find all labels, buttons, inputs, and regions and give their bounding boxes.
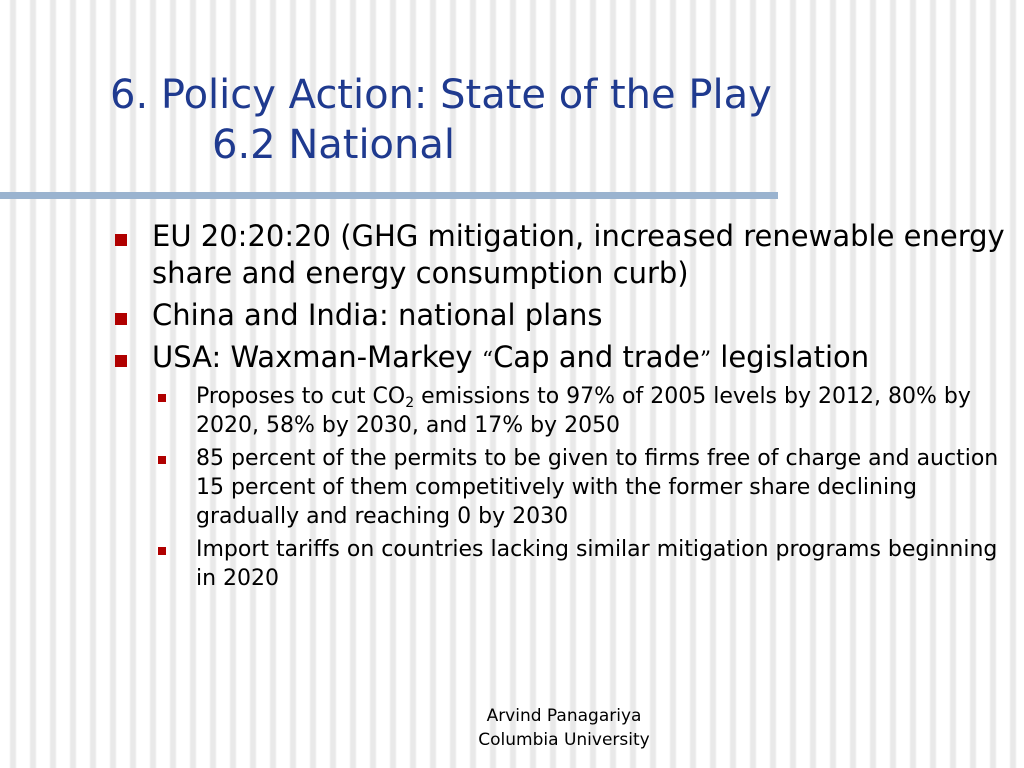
- sub-bullet-text: Import tariffs on countries lacking simi…: [196, 537, 998, 591]
- close-quote: ”: [699, 348, 712, 373]
- bullet-text-after: legislation: [711, 340, 870, 374]
- bullet-text-before: USA: Waxman-Markey: [152, 340, 482, 374]
- title-divider: [0, 192, 778, 199]
- slide-body: EU 20:20:20 (GHG mitigation, increased r…: [110, 218, 1010, 598]
- slide-footer: Arvind Panagariya Columbia University: [444, 704, 684, 752]
- sub-bullet-text-before: Proposes to cut CO: [196, 384, 406, 409]
- square-bullet-icon: [115, 313, 127, 325]
- subscript-2: 2: [405, 395, 415, 411]
- small-square-bullet-icon: [158, 394, 166, 402]
- bullet-eu: EU 20:20:20 (GHG mitigation, increased r…: [110, 218, 1010, 292]
- bullet-text: China and India: national plans: [152, 298, 603, 332]
- small-square-bullet-icon: [158, 456, 166, 464]
- bullet-china-india: China and India: national plans: [110, 297, 1010, 334]
- title-line-2: 6.2 National: [212, 122, 456, 168]
- bullet-usa: USA: Waxman-Markey “Cap and trade” legis…: [110, 339, 1010, 593]
- sub-bullet-text: 85 percent of the permits to be given to…: [196, 446, 999, 529]
- quoted-term: Cap and trade: [493, 340, 700, 374]
- square-bullet-icon: [115, 234, 127, 246]
- sub-bullet-text-after: emissions to 97% of 2005 levels by 2012,…: [196, 384, 971, 438]
- footer-institution: Columbia University: [478, 730, 650, 750]
- small-square-bullet-icon: [158, 547, 166, 555]
- sub-bullet-tariffs: Import tariffs on countries lacking simi…: [152, 535, 1010, 593]
- footer-author: Arvind Panagariya: [486, 706, 642, 726]
- sub-bullet-permits: 85 percent of the permits to be given to…: [152, 444, 1010, 531]
- title-line-1: 6. Policy Action: State of the Play: [110, 72, 772, 118]
- open-quote: “: [481, 348, 494, 373]
- square-bullet-icon: [115, 355, 127, 367]
- slide-title: 6. Policy Action: State of the Play 6.2 …: [110, 70, 772, 170]
- bullet-text: EU 20:20:20 (GHG mitigation, increased r…: [152, 219, 1005, 290]
- sub-bullet-list: Proposes to cut CO2 emissions to 97% of …: [152, 382, 1010, 593]
- bullet-list: EU 20:20:20 (GHG mitigation, increased r…: [110, 218, 1010, 593]
- sub-bullet-emissions: Proposes to cut CO2 emissions to 97% of …: [152, 382, 1010, 440]
